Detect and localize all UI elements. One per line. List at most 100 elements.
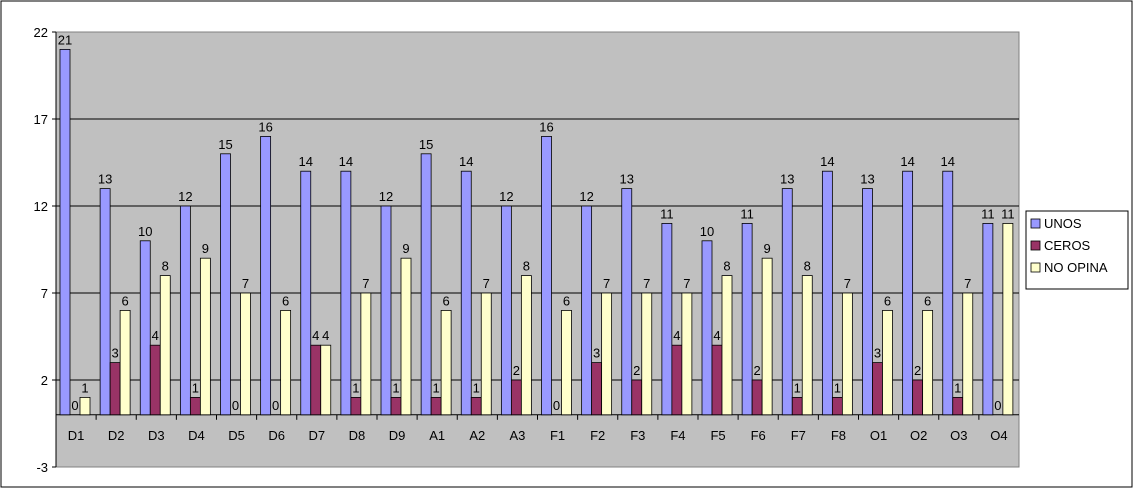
bar-ceros <box>671 344 683 416</box>
bar-unos <box>942 170 954 416</box>
bar-ceros <box>912 379 924 416</box>
bar-no-opina <box>440 309 452 416</box>
data-label: 7 <box>683 276 690 291</box>
data-label: 1 <box>352 380 359 395</box>
y-tick-label: 12 <box>34 199 48 214</box>
bar-no-opina <box>922 309 934 416</box>
x-tick-label: F6 <box>751 428 766 443</box>
bar-no-opina <box>601 292 613 416</box>
data-label: 3 <box>593 346 600 361</box>
y-tick-label: 7 <box>41 286 48 301</box>
data-label: 6 <box>884 293 891 308</box>
data-label: 13 <box>98 172 112 187</box>
bar-ceros <box>149 344 161 416</box>
data-label: 0 <box>994 398 1001 413</box>
data-label: 12 <box>379 189 393 204</box>
data-label: 9 <box>202 241 209 256</box>
bar-ceros <box>430 396 442 416</box>
y-tick-label: 22 <box>34 25 48 40</box>
data-label: 7 <box>643 276 650 291</box>
bar-ceros <box>350 396 362 416</box>
x-tick-label: D5 <box>228 428 245 443</box>
x-tick-label: D2 <box>108 428 125 443</box>
data-label: 8 <box>162 259 169 274</box>
data-label: 3 <box>112 346 119 361</box>
x-tick-label: D9 <box>389 428 406 443</box>
bar-no-opina <box>119 309 131 416</box>
bar-ceros <box>791 396 803 416</box>
bar-unos <box>220 153 231 416</box>
data-label: 4 <box>713 328 720 343</box>
data-label: 14 <box>459 154 473 169</box>
data-label: 6 <box>122 293 129 308</box>
bar-unos <box>541 135 552 416</box>
y-tick-label: 2 <box>41 373 48 388</box>
bar-unos <box>340 170 352 416</box>
bar-ceros <box>591 362 603 416</box>
x-tick-label: F5 <box>710 428 725 443</box>
data-label: 7 <box>242 276 249 291</box>
data-label: 14 <box>900 154 914 169</box>
data-label: 12 <box>499 189 513 204</box>
y-tick-label: 17 <box>34 112 48 127</box>
data-label: 2 <box>754 363 761 378</box>
bar-unos <box>701 240 713 416</box>
data-label: 4 <box>312 328 319 343</box>
data-label: 1 <box>392 380 399 395</box>
bar-no-opina <box>480 292 492 416</box>
x-tick-label: O4 <box>990 428 1007 443</box>
data-label: 1 <box>192 380 199 395</box>
bar-unos <box>260 135 272 416</box>
data-label: 1 <box>954 380 961 395</box>
data-label: 11 <box>981 206 995 221</box>
bar-no-opina <box>561 309 572 416</box>
data-label: 14 <box>299 154 313 169</box>
data-label: 1 <box>834 380 841 395</box>
bar-unos <box>621 188 633 416</box>
data-label: 1 <box>433 380 440 395</box>
x-tick-label: A3 <box>509 428 525 443</box>
x-tick-label: D4 <box>188 428 205 443</box>
bar-no-opina <box>79 396 91 416</box>
data-label: 4 <box>152 328 159 343</box>
data-label: 4 <box>322 328 329 343</box>
bar-unos <box>179 205 191 416</box>
data-label: 7 <box>844 276 851 291</box>
data-label: 0 <box>232 398 239 413</box>
bar-unos <box>821 170 833 416</box>
y-tick-label: -3 <box>36 460 48 475</box>
bar-ceros <box>952 396 964 416</box>
bar-unos <box>781 188 793 416</box>
bar-no-opina <box>681 292 693 416</box>
bar-ceros <box>310 344 322 416</box>
bar-no-opina <box>801 275 813 416</box>
bar-no-opina <box>199 257 211 416</box>
data-label: 14 <box>941 154 955 169</box>
bar-unos <box>902 170 914 416</box>
data-label: 1 <box>81 380 88 395</box>
plot-background <box>55 31 1020 468</box>
x-tick-label: D7 <box>309 428 326 443</box>
bar-unos <box>741 222 753 416</box>
data-label: 15 <box>419 137 433 152</box>
bar-no-opina <box>761 257 773 416</box>
data-label: 4 <box>673 328 680 343</box>
x-tick-label: A1 <box>429 428 445 443</box>
data-label: 14 <box>820 154 834 169</box>
plot-area: -327121722D12101D21336D31048D41219D51507… <box>34 25 1020 475</box>
data-label: 6 <box>924 293 931 308</box>
bar-no-opina <box>841 292 853 416</box>
bar-no-opina <box>280 309 292 416</box>
bar-unos <box>139 240 151 416</box>
bar-unos <box>500 205 512 416</box>
data-label: 7 <box>964 276 971 291</box>
bar-unos <box>99 188 111 416</box>
bar-unos <box>59 49 71 416</box>
bar-no-opina <box>721 275 733 416</box>
data-label: 2 <box>914 363 921 378</box>
data-label: 0 <box>272 398 279 413</box>
bar-no-opina <box>882 309 893 416</box>
data-label: 7 <box>603 276 610 291</box>
x-tick-label: F1 <box>550 428 565 443</box>
